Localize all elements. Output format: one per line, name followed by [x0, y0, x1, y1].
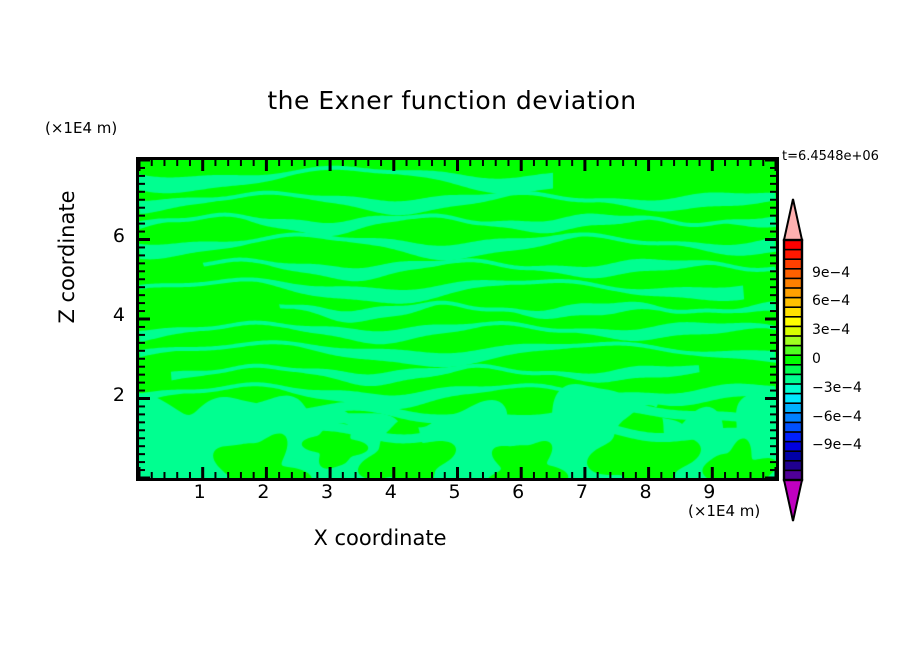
y-tick-label: 4 — [112, 304, 125, 326]
colorbar-tick-label: 9e−4 — [812, 264, 851, 281]
y-tick-label: 2 — [112, 383, 125, 406]
colorbar-tick-label: −6e−4 — [812, 408, 862, 425]
x-tick-label: 4 — [384, 481, 397, 503]
y-tick-label: 6 — [112, 224, 125, 247]
x-tick-label: 9 — [703, 481, 716, 503]
colorbar[interactable] — [779, 198, 807, 522]
colorbar-tick-label: −3e−4 — [812, 379, 862, 396]
time-annotation: t=6.4548e+06 — [782, 149, 879, 164]
x-tick-label: 6 — [512, 481, 525, 503]
colorbar-tick-label: 3e−4 — [812, 322, 851, 339]
colorbar-tick-label: 6e−4 — [812, 293, 851, 310]
x-tick-label: 2 — [257, 481, 270, 503]
x-tick-label: 8 — [639, 481, 652, 503]
y-axis-units-label: (×1E4 m) — [45, 119, 118, 137]
x-tick-label: 1 — [193, 481, 206, 503]
colorbar-tick-label: −9e−4 — [812, 437, 862, 454]
colorbar-tick-label: 0 — [812, 351, 821, 367]
x-tick-label: 3 — [321, 481, 334, 503]
x-tick-label: 5 — [448, 481, 461, 503]
contour-field — [139, 160, 776, 478]
x-axis-units-label: (×1E4 m) — [688, 502, 761, 520]
page-title: the Exner function deviation — [267, 86, 637, 115]
x-tick-label: 7 — [575, 481, 588, 503]
contour-plot-area[interactable] — [136, 157, 779, 481]
y-axis-title: Z coordinate — [55, 190, 79, 324]
x-axis-title: X coordinate — [313, 526, 447, 550]
